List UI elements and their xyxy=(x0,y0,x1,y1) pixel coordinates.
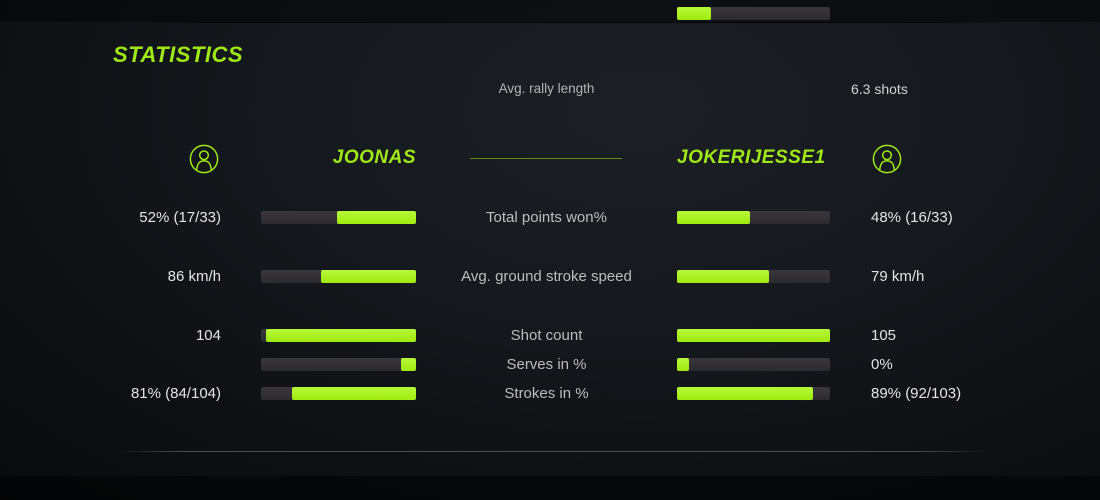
stat-right-bar xyxy=(677,270,830,283)
stat-left-bar xyxy=(261,387,416,400)
stat-right-bar-fill xyxy=(677,358,690,371)
stat-row-shot-count: 104 Shot count 105 xyxy=(0,322,1100,350)
stat-left-bar-fill xyxy=(321,270,416,283)
stat-row-strokes-in: 81% (84/104) Strokes in % 89% (92/103) xyxy=(0,380,1100,408)
player-right-name: JOKERIJESSE1 xyxy=(677,147,826,168)
stat-right-value: 89% (92/103) xyxy=(871,385,962,402)
player-left-avatar-icon xyxy=(189,144,219,174)
stat-left-value: 81% (84/104) xyxy=(130,385,221,402)
avg-rally-length-bar xyxy=(677,7,830,20)
stat-row-serves-in: Serves in % 0% xyxy=(0,351,1100,379)
avg-rally-length-label: Avg. rally length xyxy=(498,81,595,96)
stat-left-bar xyxy=(261,211,416,224)
stat-right-bar-fill xyxy=(677,211,751,224)
stat-label: Serves in % xyxy=(506,356,587,373)
stat-label: Shot count xyxy=(510,327,583,344)
avg-rally-length-bar-fill xyxy=(677,7,711,20)
stat-right-value: 79 km/h xyxy=(871,268,925,285)
stat-left-value: 86 km/h xyxy=(167,268,221,285)
stat-right-value: 105 xyxy=(871,327,897,344)
stat-left-bar-fill xyxy=(292,387,416,400)
stat-left-bar-fill xyxy=(400,358,416,371)
stat-right-bar-fill xyxy=(677,270,769,283)
bottom-strip xyxy=(0,476,1100,500)
stat-right-bar xyxy=(677,329,830,342)
avg-rally-length-value: 6.3 shots xyxy=(851,81,908,97)
stat-left-value: 52% (17/33) xyxy=(139,209,221,226)
stat-right-value: 0% xyxy=(871,356,893,373)
stat-row-stroke-speed: 86 km/h Avg. ground stroke speed 79 km/h xyxy=(0,263,1100,291)
bottom-divider-line xyxy=(113,451,990,452)
stat-right-bar xyxy=(677,211,830,224)
stat-right-bar xyxy=(677,387,830,400)
stat-label: Avg. ground stroke speed xyxy=(461,268,632,285)
stat-left-bar xyxy=(261,329,416,342)
stat-label: Strokes in % xyxy=(504,385,589,402)
page-title: STATISTICS xyxy=(113,42,244,67)
header-divider-line xyxy=(470,158,622,159)
player-right-avatar-icon xyxy=(872,144,902,174)
stat-left-bar-fill xyxy=(336,211,416,224)
stat-left-bar xyxy=(261,358,416,371)
stat-row-total-points: 52% (17/33) Total points won% 48% (16/33… xyxy=(0,204,1100,232)
top-strip xyxy=(0,0,1100,22)
stat-left-value: 104 xyxy=(195,327,221,344)
top-divider-line xyxy=(140,22,1000,23)
stat-right-bar-fill xyxy=(677,329,830,342)
stat-right-bar xyxy=(677,358,830,371)
stat-right-bar-fill xyxy=(677,387,814,400)
stat-left-bar xyxy=(261,270,416,283)
stat-left-value xyxy=(0,351,221,379)
player-left-name: JOONAS xyxy=(332,147,416,168)
stat-left-bar-fill xyxy=(265,329,416,342)
stat-label: Total points won% xyxy=(486,209,607,226)
stat-right-value: 48% (16/33) xyxy=(871,209,953,226)
